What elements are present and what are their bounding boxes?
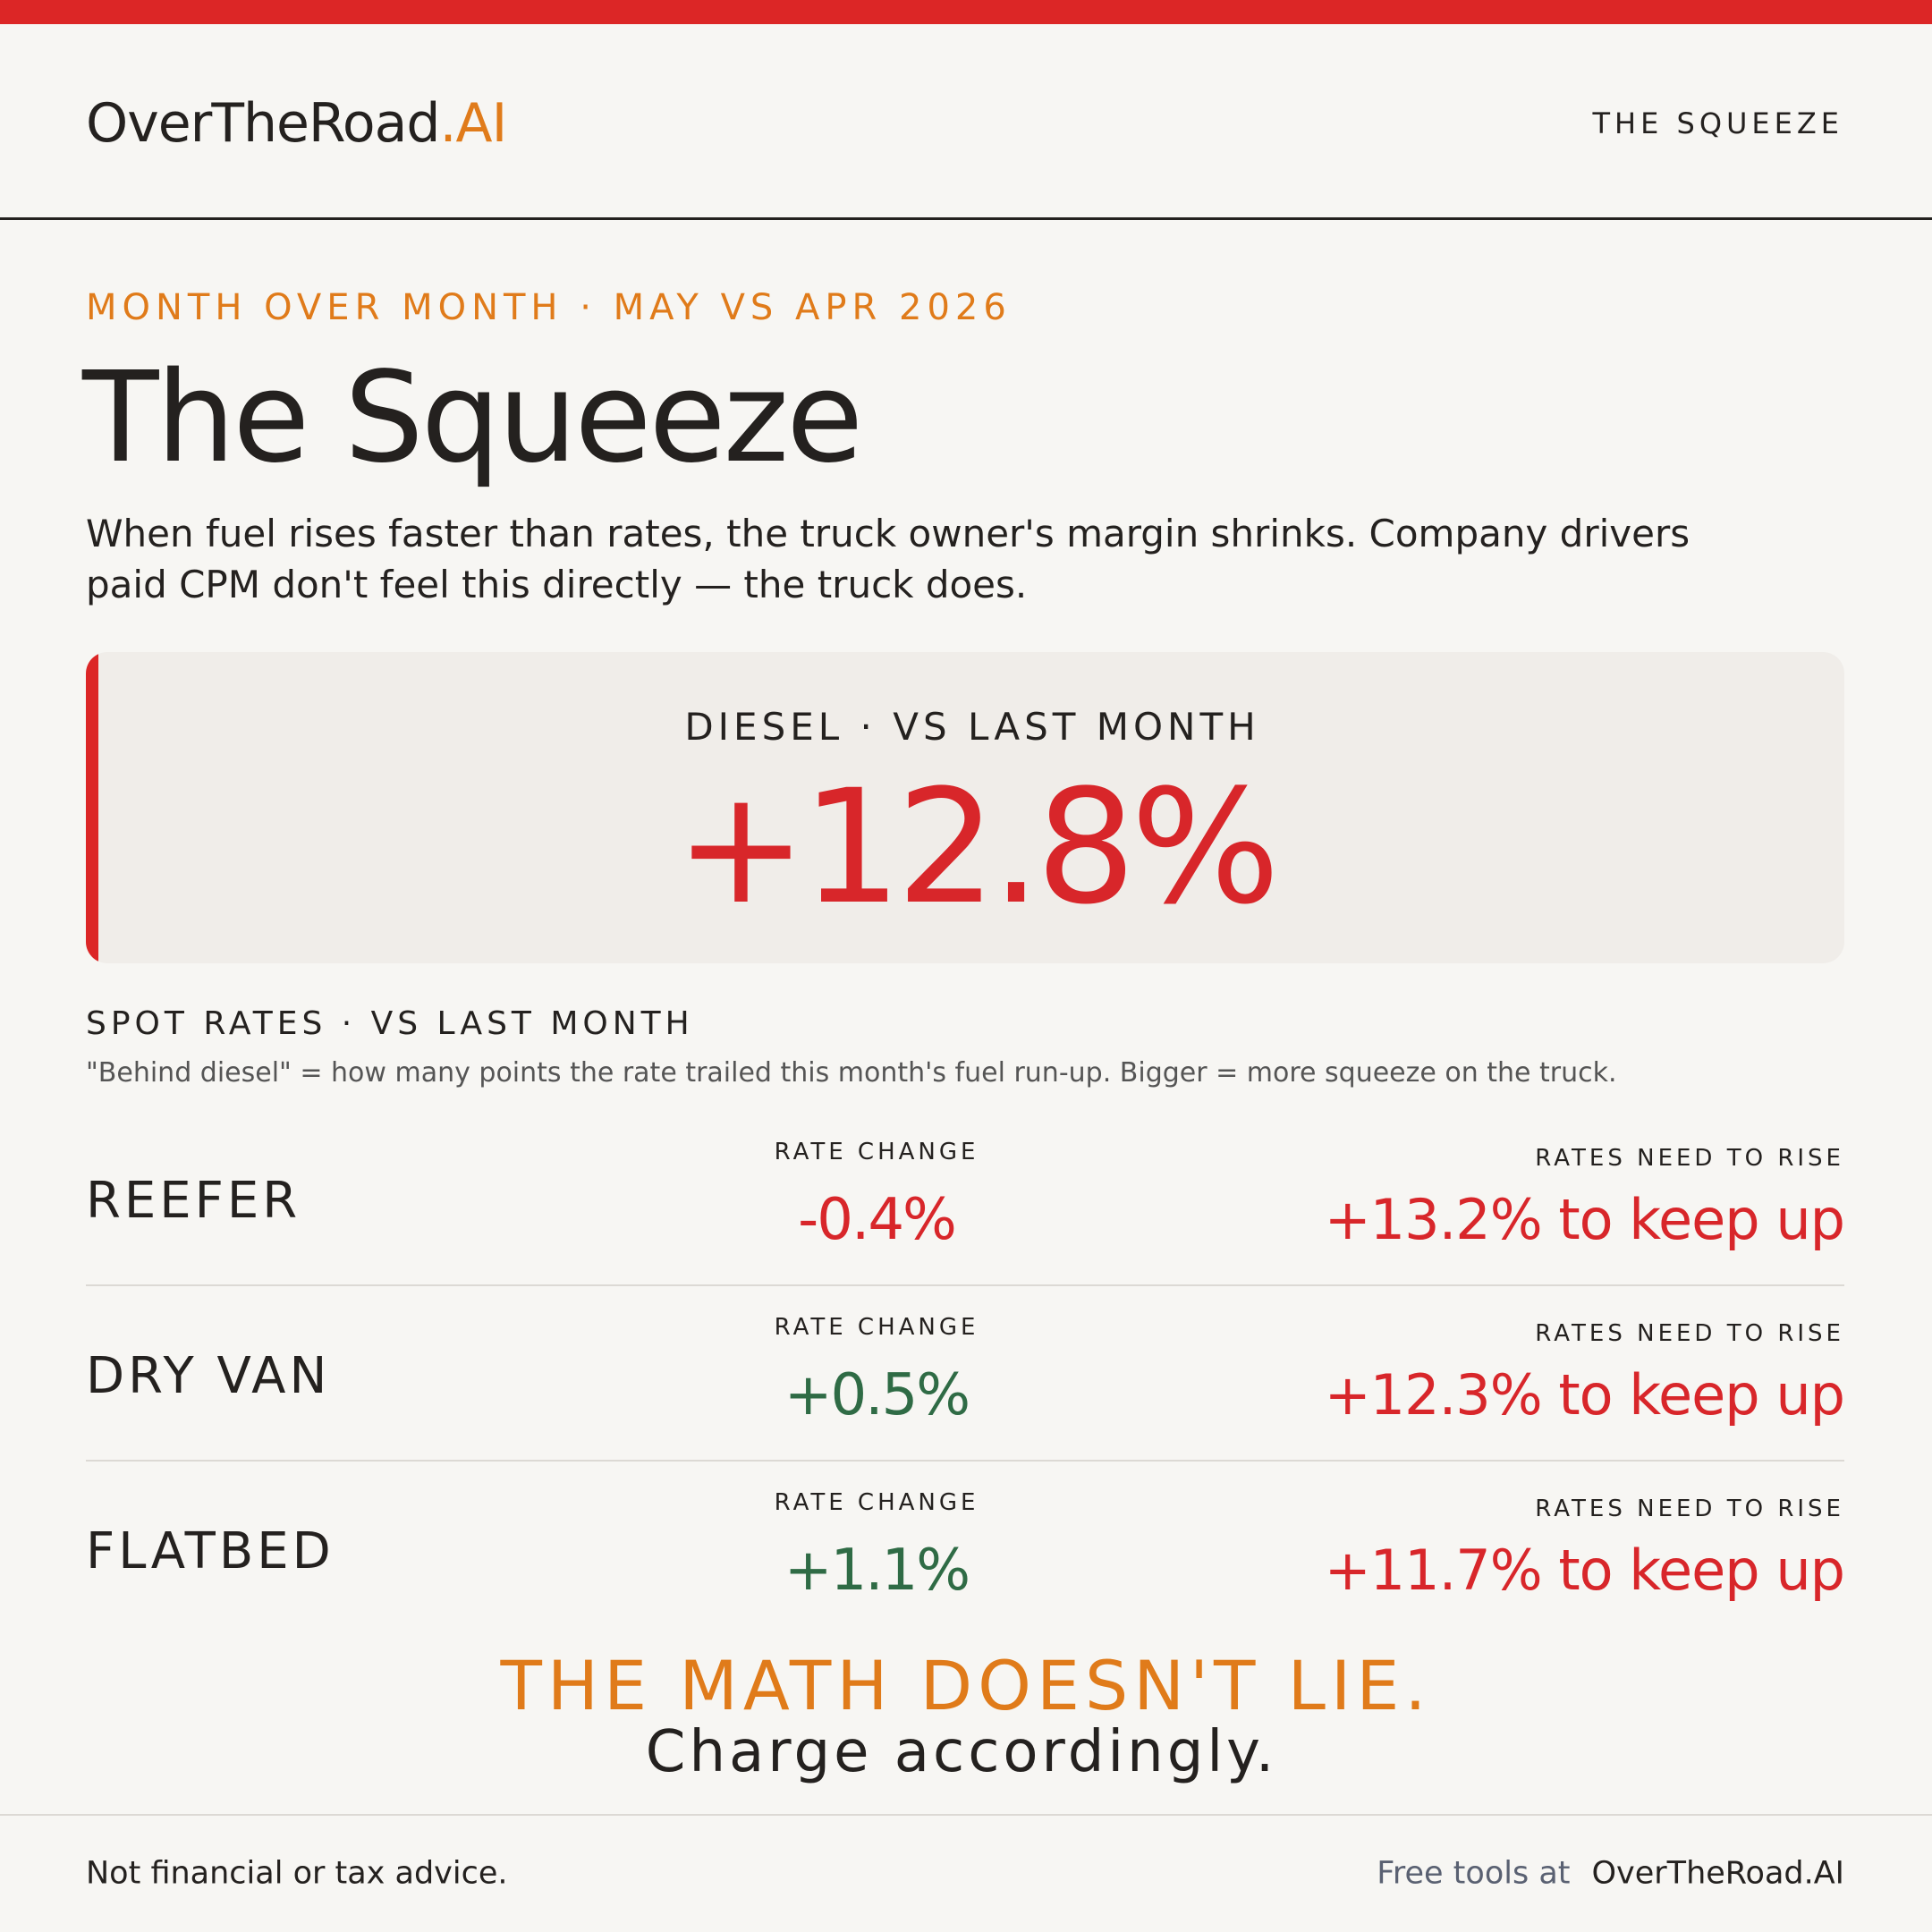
tools-label: Free tools at [1377,1855,1571,1892]
top-bar [0,0,1932,24]
row-name: REEFER [86,1172,301,1230]
change-label: RATE CHANGE [774,1314,979,1341]
need-value: +13.2% to keep up [1324,1187,1845,1252]
need-label: RATES NEED TO RISE [1535,1320,1844,1347]
change-value: +1.1% [784,1538,970,1604]
change-label: RATE CHANGE [774,1139,979,1165]
row-name: DRY VAN [86,1347,331,1405]
need-value: +11.7% to keep up [1324,1538,1845,1603]
footer-tools: Free tools at OverTheRoad.AI [1377,1855,1845,1892]
row-name: FLATBED [86,1522,335,1580]
diesel-card [86,652,1844,963]
tools-site: OverTheRoad.AI [1591,1855,1845,1892]
spot-label: SPOT RATES · VS LAST MONTH [86,1005,694,1042]
closer-subline: Charge accordingly. [645,1719,1278,1785]
spot-note: "Behind diesel" = how many points the ra… [86,1057,1617,1089]
kicker: MONTH OVER MONTH · MAY VS APR 2026 [86,287,1012,328]
need-label: RATES NEED TO RISE [1535,1145,1844,1172]
diesel-label: DIESEL · VS LAST MONTH [684,705,1260,749]
diesel-value: +12.8% [674,756,1281,939]
change-label: RATE CHANGE [774,1489,979,1516]
brand-suffix: .AI [439,92,507,155]
section-label: THE SQUEEZE [1592,106,1843,140]
change-value: -0.4% [798,1187,957,1253]
diesel-accent [86,652,98,963]
row-divider [86,1284,1844,1286]
need-value: +12.3% to keep up [1324,1362,1845,1428]
disclaimer: Not financial or tax advice. [86,1855,508,1892]
row-divider [86,1460,1844,1462]
description: When fuel rises faster than rates, the t… [86,512,1690,606]
need-label: RATES NEED TO RISE [1535,1496,1844,1522]
title: The Squeeze [82,345,863,491]
closer-headline: THE MATH DOESN'T LIE. [500,1646,1432,1725]
header-rule [0,217,1932,220]
change-value: +0.5% [784,1362,970,1428]
footer-rule [0,1814,1932,1816]
brand-name: OverTheRoad [86,92,440,155]
brand: OverTheRoad.AI [86,97,507,150]
